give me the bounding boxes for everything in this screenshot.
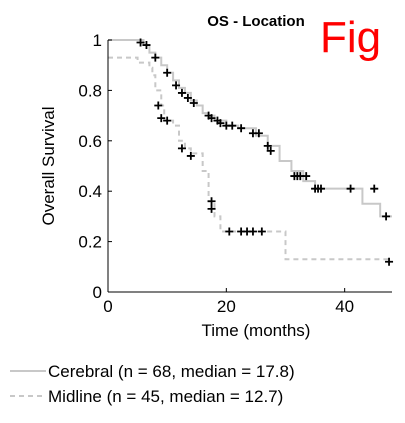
censor-mark-0-27 (370, 184, 379, 193)
plot-area (108, 38, 394, 266)
y-tick-label-3: 0.6 (78, 132, 102, 151)
x-tick-label-0: 0 (103, 297, 112, 316)
censor-mark-1-11 (257, 227, 266, 236)
censor-mark-1-4 (186, 151, 195, 160)
censor-mark-0-13 (228, 121, 237, 130)
legend-entry-midline: Midline (n = 45, median = 12.7) (48, 387, 283, 406)
censor-mark-0-4 (172, 81, 181, 90)
censor-mark-0-2 (151, 53, 160, 62)
censor-mark-0-25 (317, 184, 325, 193)
censor-mark-1-3 (177, 144, 186, 153)
censor-mark-1-6 (207, 204, 216, 213)
censor-mark-1-12 (385, 257, 394, 266)
y-tick-label-1: 0.2 (78, 233, 102, 252)
censor-mark-0-7 (189, 99, 198, 107)
censor-mark-0-17 (263, 141, 272, 150)
x-tick-label-1: 20 (217, 297, 236, 316)
censor-mark-1-0 (154, 101, 163, 110)
censor-mark-1-7 (225, 227, 234, 236)
y-tick-label-0: 0 (93, 283, 102, 302)
censor-mark-0-6 (183, 93, 192, 102)
figure-label: Fig (320, 13, 381, 62)
axes: 0 20 40 0 0.2 0.4 0.6 0.8 1 (78, 31, 392, 316)
censor-mark-0-5 (177, 88, 186, 97)
censor-mark-1-1 (157, 114, 166, 123)
censor-mark-0-28 (382, 212, 391, 221)
chart-title: OS - Location (207, 13, 305, 30)
censor-mark-0-1 (142, 41, 151, 50)
x-axis-label: Time (months) (202, 321, 311, 340)
censor-mark-0-16 (254, 129, 263, 138)
censor-mark-0-0 (136, 38, 145, 47)
y-tick-label-4: 0.8 (78, 81, 102, 100)
x-tick-label-2: 40 (335, 297, 354, 316)
censor-mark-0-14 (237, 124, 246, 133)
censor-mark-0-9 (207, 114, 216, 123)
legend-entry-cerebral: Cerebral (n = 68, median = 17.8) (48, 362, 295, 381)
y-tick-label-2: 0.4 (78, 182, 102, 201)
censor-mark-1-5 (207, 197, 216, 206)
censor-mark-1-10 (248, 227, 257, 236)
series-line-1 (108, 56, 392, 261)
legend: Cerebral (n = 68, median = 17.8) Midline… (10, 362, 295, 406)
censor-mark-0-22 (302, 172, 311, 181)
censor-mark-1-2 (163, 116, 172, 125)
series-line-0 (108, 39, 392, 218)
censor-mark-0-3 (163, 68, 172, 77)
censor-mark-0-11 (216, 119, 225, 128)
y-tick-label-5: 1 (93, 31, 102, 50)
censor-mark-0-26 (346, 184, 355, 193)
censor-mark-0-18 (266, 146, 275, 155)
y-axis-label: Overall Survival (39, 106, 58, 225)
